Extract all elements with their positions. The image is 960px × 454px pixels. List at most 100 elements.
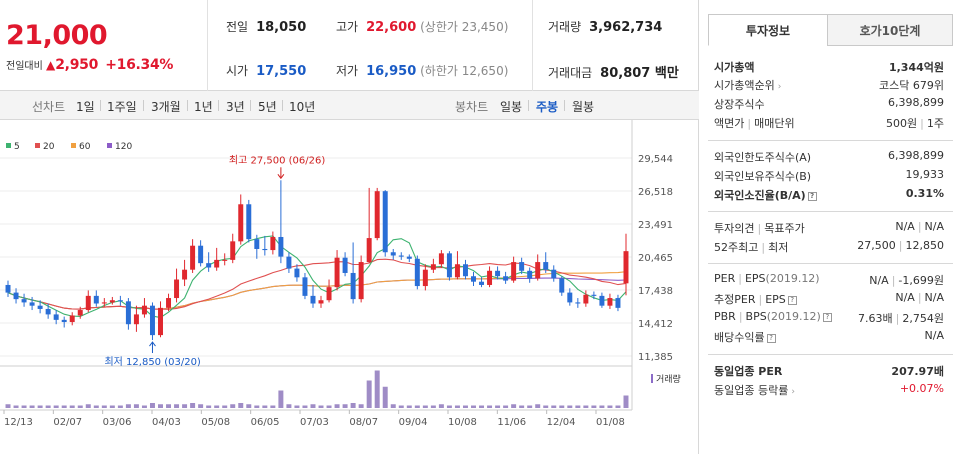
volume-bar <box>117 405 123 408</box>
help-icon[interactable]: ? <box>822 313 832 322</box>
candle-body <box>141 305 147 315</box>
volume-bar <box>270 405 276 408</box>
trade-amount: 거래대금 80,807 백만 <box>548 66 679 81</box>
candle-body <box>607 298 613 306</box>
candle-body <box>13 292 19 300</box>
volume-bar <box>623 395 629 408</box>
foreign-limit-row: 외국인한도주식수(A) 6,398,899 <box>714 149 944 164</box>
candle-body <box>623 251 629 284</box>
volume-bar <box>230 404 236 408</box>
candle-body <box>45 308 51 315</box>
volume-bar <box>471 405 476 408</box>
legend-label: 60 <box>79 142 91 152</box>
y-tick-label: 17,438 <box>638 286 673 297</box>
candle-body <box>390 252 396 256</box>
candle-body <box>117 300 123 302</box>
candle-body <box>109 300 115 303</box>
candle-body <box>133 314 139 325</box>
volume-bar <box>519 405 525 408</box>
help-icon[interactable]: ? <box>766 334 776 343</box>
prev-close: 전일 18,050 <box>226 20 307 35</box>
dividend-row: 배당수익률? N/A <box>714 329 944 344</box>
candle-body <box>318 300 324 304</box>
volume-bar <box>350 403 356 408</box>
line-chart-label: 선차트 <box>32 100 66 114</box>
arrow-right-icon: › <box>791 387 795 397</box>
volume-bar <box>166 404 172 408</box>
industry-rate-row: 동일업종 등락률 › +0.07% <box>714 382 944 397</box>
help-icon[interactable]: ? <box>807 192 817 201</box>
candle-body <box>438 253 444 265</box>
candle-body <box>294 268 300 278</box>
x-tick-label: 07/03 <box>300 417 329 428</box>
tab-monthly[interactable]: 월봉 <box>572 100 595 114</box>
candle-body <box>326 287 332 301</box>
candle-body <box>166 298 172 308</box>
high-arrow-icon <box>277 173 285 180</box>
candle-body <box>487 270 493 285</box>
volume-bar <box>511 404 517 408</box>
volume-bar <box>310 404 316 408</box>
candle-body <box>69 315 75 323</box>
volume-bar <box>182 404 188 408</box>
volume-bar <box>326 405 332 408</box>
candle-body <box>591 294 597 296</box>
candle-body <box>495 270 501 277</box>
candle-body <box>310 295 316 304</box>
candle-body <box>37 305 43 309</box>
y-tick-label: 14,412 <box>638 319 673 330</box>
volume-bar <box>21 405 27 408</box>
candle-body <box>29 302 35 306</box>
candle-body <box>278 236 284 257</box>
candle-body <box>53 314 59 320</box>
foreign-ratio-row: 외국인소진율(B/A)? 0.31% <box>714 187 944 202</box>
volume-bar <box>334 404 340 408</box>
tab-5y[interactable]: 5년 <box>258 100 277 114</box>
change-value: 2,950 <box>55 57 99 73</box>
tab-daily[interactable]: 일봉 <box>500 100 523 114</box>
tab-weekly[interactable]: 주봉 <box>536 100 559 114</box>
tab-1d[interactable]: 1일 <box>76 100 95 114</box>
par-row: 액면가 | 매매단위 500원 | 1주 <box>714 117 944 130</box>
candle-body <box>149 305 155 336</box>
industry-per-row: 동일업종 PER 207.97배 <box>714 365 944 378</box>
candle-body <box>358 262 364 300</box>
candle-body <box>551 269 557 279</box>
moving-average-line <box>7 277 627 310</box>
tab-10y[interactable]: 10년 <box>289 100 316 114</box>
volume-bar <box>551 405 557 408</box>
candle-body <box>206 263 212 268</box>
volume-bar <box>286 404 292 408</box>
candle-body <box>21 299 27 303</box>
tab-3y[interactable]: 3년 <box>226 100 245 114</box>
x-tick-label: 08/07 <box>349 417 378 428</box>
low-annotation: 최저 12,850 (03/20) <box>104 356 200 368</box>
opinion-row: 투자의견 | 목표주가 N/A | N/A <box>714 220 944 235</box>
market-cap-row: 시가총액 1,344억원 <box>714 61 944 74</box>
volume-bar <box>141 405 147 408</box>
candle-body <box>77 310 83 316</box>
volume-bar <box>174 404 180 408</box>
volume-legend-swatch <box>651 374 653 383</box>
legend-swatch <box>71 143 76 148</box>
change-percent: +16.34% <box>105 57 174 73</box>
tab-order-book[interactable]: 호가10단계 <box>827 14 953 46</box>
candle-body <box>511 262 517 281</box>
candle-body <box>342 257 348 273</box>
tab-3m[interactable]: 3개월 <box>151 100 181 114</box>
tab-investment-info[interactable]: 투자정보 <box>708 14 828 46</box>
x-tick-label: 12/13 <box>4 417 33 428</box>
candle-body <box>5 284 11 293</box>
open-price: 시가 17,550 <box>226 64 307 79</box>
volume-bar <box>206 405 212 408</box>
volume-bar <box>77 405 83 408</box>
foreign-hold-row: 외국인보유주식수(B) 19,933 <box>714 168 944 183</box>
tab-1y[interactable]: 1년 <box>194 100 213 114</box>
help-icon[interactable]: ? <box>787 296 797 305</box>
candle-body <box>471 276 476 282</box>
volume-bar <box>125 404 131 408</box>
tab-1w[interactable]: 1주일 <box>107 100 137 114</box>
volume-bar <box>495 405 501 408</box>
investment-info-panel: 투자정보 호가10단계 시가총액 1,344억원 시가총액순위 › 코스닥 679위… <box>700 0 960 454</box>
x-tick-label: 09/04 <box>399 417 428 428</box>
